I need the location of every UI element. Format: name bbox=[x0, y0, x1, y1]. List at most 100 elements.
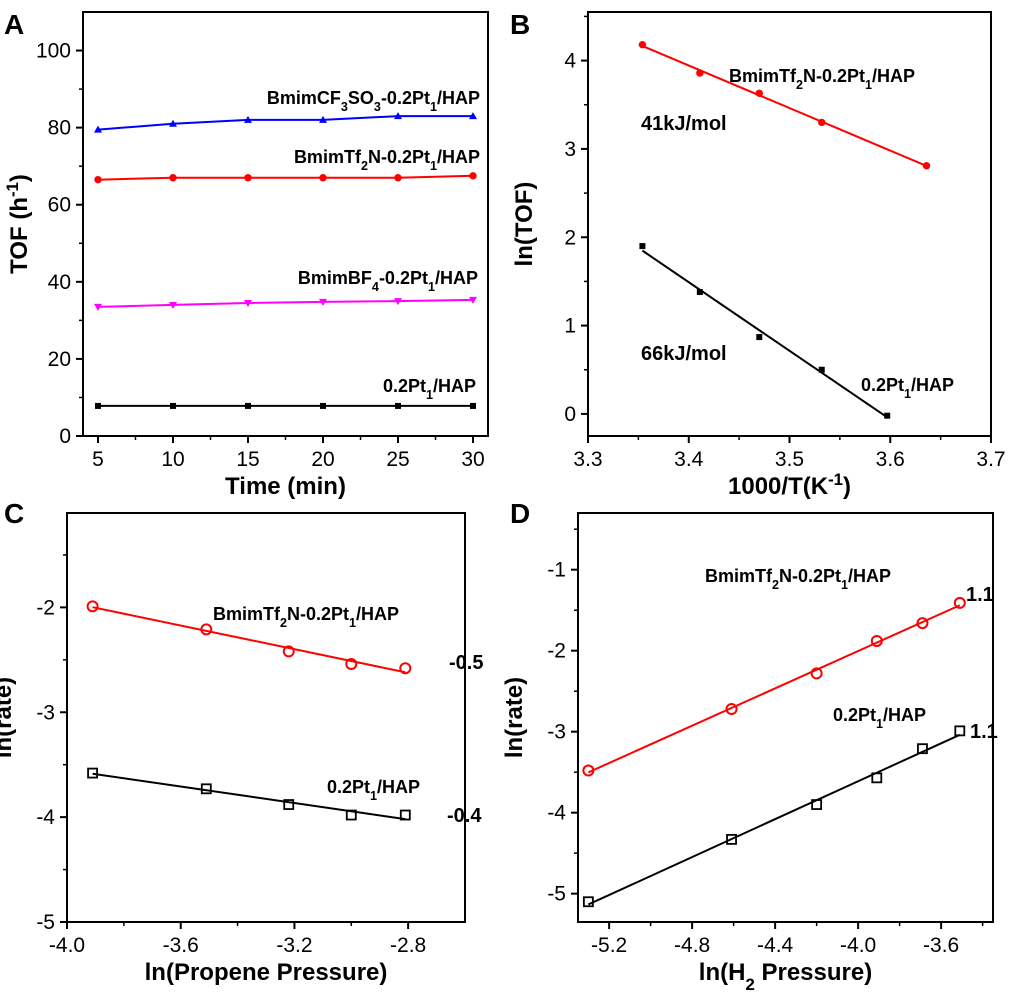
series-label: BmimTf2N-0.2Pt1/HAP bbox=[213, 604, 399, 630]
y-tick-label: -3 bbox=[547, 721, 566, 744]
y-tick-label: 3 bbox=[564, 138, 576, 161]
data-point bbox=[244, 174, 252, 182]
y-axis-label: ln(rate) bbox=[0, 677, 17, 758]
series-label: BmimTf2N-0.2Pt1/HAP bbox=[705, 566, 891, 592]
fit-line bbox=[92, 606, 406, 674]
data-point bbox=[399, 809, 411, 821]
data-point bbox=[470, 402, 476, 409]
x-tick-label: 30 bbox=[461, 448, 484, 471]
data-point bbox=[696, 289, 703, 296]
x-tick-label: 20 bbox=[311, 448, 334, 471]
fit-line bbox=[587, 604, 961, 774]
data-point bbox=[639, 243, 646, 250]
y-tick-label: 20 bbox=[48, 348, 71, 371]
data-point bbox=[345, 658, 358, 671]
panel-letter: B bbox=[510, 9, 530, 40]
data-point bbox=[818, 118, 826, 127]
y-tick-label: 40 bbox=[48, 271, 71, 294]
data-point bbox=[756, 334, 763, 341]
x-tick-label: 10 bbox=[161, 448, 184, 471]
panel-c: -4.0 -3.6 -3.2 -2.8 -5 -4 -3 -2 ln(Propene Press… bbox=[0, 498, 483, 986]
data-point bbox=[200, 623, 213, 636]
data-point bbox=[399, 662, 412, 675]
data-point bbox=[395, 402, 401, 409]
y-tick-label: 80 bbox=[48, 117, 71, 140]
x-tick-label: -3.2 bbox=[276, 934, 312, 957]
panel-d: -5.2 -4.8 -4.4 -4.0 -3.6 -5 -4 -3 -2 -1 ln(H2 Pres… bbox=[501, 498, 998, 994]
data-point bbox=[884, 412, 891, 419]
data-point bbox=[170, 402, 176, 409]
data-point bbox=[871, 772, 883, 784]
panel-letter: D bbox=[510, 498, 530, 529]
series-label: BmimCF3SO3-0.2Pt1/HAP bbox=[267, 88, 480, 114]
y-tick-label: -5 bbox=[36, 911, 55, 934]
data-point bbox=[922, 162, 931, 170]
data-point bbox=[345, 809, 357, 821]
fit-line bbox=[642, 45, 927, 167]
slope-annotation: 66kJ/mol bbox=[641, 343, 727, 365]
data-point bbox=[319, 115, 327, 123]
series-line bbox=[97, 174, 474, 181]
series-line bbox=[97, 298, 474, 308]
data-point bbox=[320, 402, 326, 409]
x-tick-label: -3.6 bbox=[163, 934, 199, 957]
series-label: BmimTf2N-0.2Pt1/HAP bbox=[294, 147, 480, 173]
data-point bbox=[87, 767, 98, 779]
series-1: BmimCF3SO3-0.2Pt1/HAP bbox=[94, 88, 480, 133]
data-point bbox=[469, 112, 477, 120]
series-label: BmimBF4-0.2Pt1/HAP bbox=[298, 268, 478, 294]
data-point bbox=[245, 402, 251, 409]
plot-frame bbox=[66, 512, 466, 923]
fit-line bbox=[587, 733, 961, 906]
series-label: 0.2Pt1/HAP bbox=[327, 777, 420, 803]
series-label: 0.2Pt1/HAP bbox=[833, 705, 926, 731]
y-tick-label: 100 bbox=[36, 40, 71, 63]
y-tick-label: -3 bbox=[36, 701, 55, 724]
x-tick-label: -5.2 bbox=[591, 934, 627, 957]
slope-annotation: -0.4 bbox=[447, 805, 482, 827]
x-tick-label: 3.5 bbox=[775, 448, 804, 471]
series-1: BmimTf2N-0.2Pt1/HAP 1.1 bbox=[582, 566, 994, 777]
slope-annotation: -0.5 bbox=[449, 652, 483, 674]
series-3: BmimBF4-0.2Pt1/HAP bbox=[94, 268, 478, 311]
data-point bbox=[394, 112, 402, 120]
data-point bbox=[469, 296, 477, 304]
series-2: 0.2Pt1/HAP -0.4 bbox=[87, 767, 482, 827]
x-tick-label: 15 bbox=[236, 448, 259, 471]
data-point bbox=[86, 600, 99, 613]
data-point bbox=[95, 402, 101, 409]
plot-frame bbox=[82, 11, 489, 437]
series-2: 0.2Pt1/HAP 1.1 bbox=[582, 705, 998, 908]
series-label: 0.2Pt1/HAP bbox=[861, 375, 954, 401]
panel-a: 5 10 15 20 25 30 0 20 40 60 80 100 Time (min) TOF (h-… bbox=[3, 9, 489, 500]
series-1: BmimTf2N-0.2Pt1/HAP -0.5 bbox=[86, 600, 483, 675]
x-tick-label: -2.8 bbox=[390, 934, 426, 957]
series-line bbox=[97, 115, 473, 131]
x-axis-label: 1000/T(K-1) bbox=[728, 470, 851, 501]
y-tick-label: -4 bbox=[547, 802, 566, 825]
x-tick-label: 5 bbox=[92, 448, 104, 471]
y-tick-label: 60 bbox=[48, 194, 71, 217]
data-point bbox=[818, 366, 825, 373]
x-tick-label: 3.7 bbox=[976, 448, 1005, 471]
panel-b: 3.3 3.4 3.5 3.6 3.7 0 1 2 3 4 1000/T(K-1) ln(TOF) B B… bbox=[510, 9, 1006, 500]
x-tick-label: -4.0 bbox=[49, 934, 85, 957]
data-point bbox=[953, 596, 966, 609]
x-tick-label: -4.4 bbox=[757, 934, 794, 957]
data-point bbox=[582, 896, 594, 908]
data-point bbox=[94, 175, 102, 184]
y-tick-label: -2 bbox=[547, 640, 566, 663]
y-tick-label: -2 bbox=[36, 596, 55, 619]
plot-frame bbox=[577, 512, 994, 923]
data-point bbox=[870, 634, 883, 647]
data-point bbox=[582, 764, 595, 777]
slope-annotation: 1.1 bbox=[966, 584, 994, 606]
data-point bbox=[726, 833, 737, 845]
series-label: 0.2Pt1/HAP bbox=[383, 376, 476, 402]
data-point bbox=[94, 303, 102, 311]
x-tick-label: -4.0 bbox=[840, 934, 876, 957]
y-tick-label: -5 bbox=[547, 883, 566, 906]
series-label: BmimTf2N-0.2Pt1/HAP bbox=[729, 66, 915, 92]
